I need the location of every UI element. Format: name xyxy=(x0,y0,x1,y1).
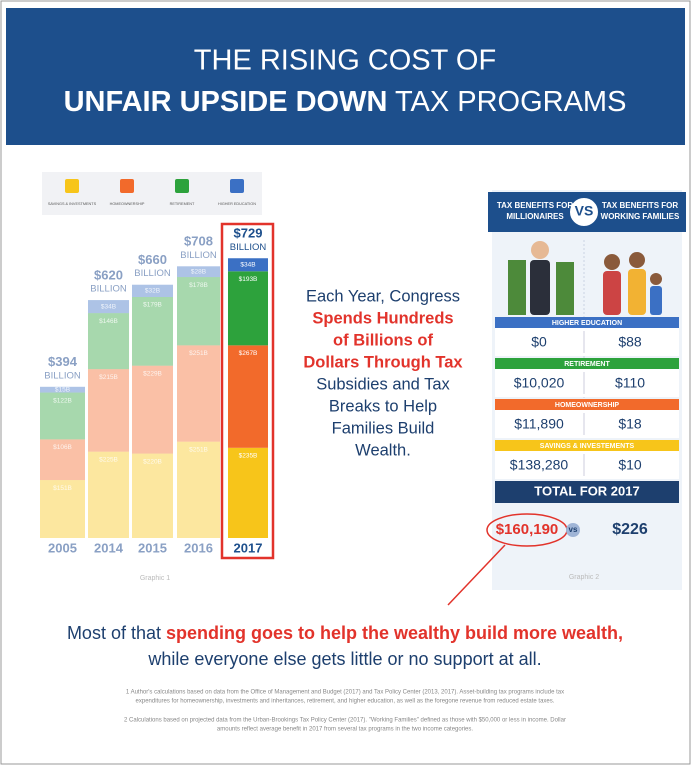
segment-label: $215B xyxy=(99,374,118,381)
millionaires-value: $0 xyxy=(531,334,547,350)
legend-icon xyxy=(65,179,79,193)
footnote: expenditures for homeownership, investme… xyxy=(136,699,555,705)
millionaires-value: $138,280 xyxy=(510,457,569,473)
families-value: $18 xyxy=(618,416,642,432)
row-label: RETIREMENT xyxy=(564,361,610,368)
total-label: $394 xyxy=(48,354,78,369)
bar-segment xyxy=(228,448,268,538)
legend-label: SAVINGS & INVESTMENTS xyxy=(48,202,97,206)
legend-label: RETIREMENT xyxy=(170,202,195,206)
segment-label: $146B xyxy=(99,318,118,325)
legend-label: HOMEOWNERSHIP xyxy=(110,202,145,206)
intro-line: Each Year, Congress xyxy=(306,287,460,305)
total-unit: BILLION xyxy=(44,370,81,381)
title-line2: UNFAIR UPSIDE DOWN TAX PROGRAMS xyxy=(64,86,627,118)
x-tick-label: 2017 xyxy=(234,540,263,555)
conclusion-start: Most of that xyxy=(67,623,166,643)
segment-label: $220B xyxy=(143,458,162,465)
bar-segment xyxy=(132,454,173,538)
row-label: HIGHER EDUCATION xyxy=(552,320,622,327)
segment-label: $193B xyxy=(239,276,258,283)
legend-icon xyxy=(175,179,189,193)
segment-label: $28B xyxy=(191,268,206,275)
bar-segment xyxy=(228,345,268,447)
x-tick-label: 2015 xyxy=(138,540,167,555)
bar-segment xyxy=(88,452,129,538)
row-label: HOMEOWNERSHIP xyxy=(555,402,620,409)
conclusion-line2: while everyone else gets little or no su… xyxy=(147,649,541,669)
intro-line: of Billions of xyxy=(333,331,433,349)
legend-box xyxy=(42,172,262,215)
left-header: MILLIONAIRES xyxy=(506,212,564,221)
segment-label: $229B xyxy=(143,370,162,377)
x-tick-label: 2016 xyxy=(184,540,213,555)
total-unit: BILLION xyxy=(134,268,171,279)
intro-line: Dollars Through Tax xyxy=(303,353,463,371)
row-label: SAVINGS & INVESTEMENTS xyxy=(540,443,635,450)
title-line1: THE RISING COST OF xyxy=(194,45,496,77)
segment-label: $151B xyxy=(53,485,72,492)
total-label: $729 xyxy=(234,226,263,241)
segment-label: $267B xyxy=(239,350,258,357)
intro-line: Breaks to Help xyxy=(329,397,437,415)
total-millionaires: $160,190 xyxy=(496,521,559,538)
segment-label: $225B xyxy=(99,456,118,463)
intro-line: Families Build xyxy=(332,419,435,437)
conclusion-emphasis: spending goes to help the wealthy build … xyxy=(166,623,623,643)
infographic: THE RISING COST OF UNFAIR UPSIDE DOWN TA… xyxy=(0,0,691,765)
segment-label: $32B xyxy=(145,288,160,295)
total-unit: BILLION xyxy=(180,250,217,261)
intro-line: Subsidies and Tax xyxy=(316,375,450,393)
bar-segment xyxy=(132,366,173,454)
millionaires-value: $11,890 xyxy=(514,416,564,432)
bar-segment xyxy=(177,345,220,441)
left-header: TAX BENEFITS FOR xyxy=(497,201,574,210)
segment-label: $179B xyxy=(143,302,162,309)
conclusion-line1: Most of that spending goes to help the w… xyxy=(67,623,623,643)
families-value: $10 xyxy=(618,457,642,473)
bar-segment xyxy=(88,369,129,452)
row-values xyxy=(495,328,679,356)
footnote: 2 Calculations based on projected data f… xyxy=(124,718,566,724)
chart-caption: Graphic 1 xyxy=(140,575,170,582)
families-value: $88 xyxy=(618,334,642,350)
segment-label: $251B xyxy=(189,446,208,453)
page: { "header": {"line1": "THE RISING COST O… xyxy=(0,0,691,765)
segment-label: $34B xyxy=(101,303,116,310)
total-label: $620 xyxy=(94,268,123,283)
total-label: $708 xyxy=(184,234,213,249)
total-label: TOTAL FOR 2017 xyxy=(534,483,639,498)
segment-label: $122B xyxy=(53,397,72,404)
total-unit: BILLION xyxy=(230,242,267,253)
footnote: amounts reflect average benefit in 2017 … xyxy=(217,727,473,733)
segment-label: $15B xyxy=(55,386,70,393)
legend-icon xyxy=(120,179,134,193)
x-tick-label: 2005 xyxy=(48,540,77,555)
vs-text: VS xyxy=(575,203,594,219)
bar-segment xyxy=(177,442,220,538)
x-tick-label: 2014 xyxy=(94,540,124,555)
intro-line: Spends Hundreds xyxy=(312,309,453,327)
families-value: $110 xyxy=(615,375,645,391)
total-vs: vs xyxy=(569,525,578,534)
millionaires-value: $10,020 xyxy=(514,375,565,391)
right-header: WORKING FAMILIES xyxy=(601,212,680,221)
total-unit: BILLION xyxy=(90,284,127,295)
segment-label: $34B xyxy=(240,261,255,268)
legend-icon xyxy=(230,179,244,193)
footnote: 1 Author's calculations based on data fr… xyxy=(126,690,564,696)
segment-label: $106B xyxy=(53,444,72,451)
segment-label: $235B xyxy=(239,453,258,460)
title-rest: TAX PROGRAMS xyxy=(387,86,626,118)
right-header: TAX BENEFITS FOR xyxy=(602,201,679,210)
segment-label: $251B xyxy=(189,350,208,357)
total-label: $660 xyxy=(138,252,167,267)
segment-label: $178B xyxy=(189,282,208,289)
intro-line: Wealth. xyxy=(355,441,411,459)
panel-caption: Graphic 2 xyxy=(569,574,599,581)
title-bold: UNFAIR UPSIDE DOWN xyxy=(64,86,388,118)
total-families: $226 xyxy=(612,521,648,538)
legend-label: HIGHER EDUCATION xyxy=(218,202,256,206)
